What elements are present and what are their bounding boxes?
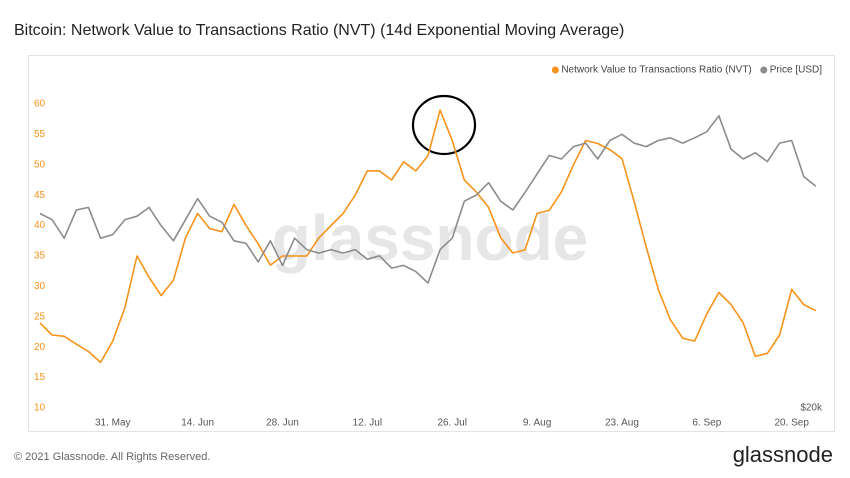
annotation-circle xyxy=(411,94,477,156)
series-line xyxy=(39,115,817,284)
legend: Price [USD] Network Value to Transactions… xyxy=(551,65,822,76)
x-tick-label: 14. Jun xyxy=(181,418,214,429)
y-tick-label: 15 xyxy=(34,372,46,383)
y-tick-label: 25 xyxy=(34,311,46,322)
y-tick-label: 55 xyxy=(34,129,46,140)
y-tick-label: 20 xyxy=(34,342,46,353)
y-tick-label: 10 xyxy=(34,403,46,414)
chart-title: Bitcoin: Network Value to Transactions R… xyxy=(14,22,624,39)
x-tick-label: 9. Aug xyxy=(523,418,551,429)
x-tick-label: 23. Aug xyxy=(605,418,639,429)
footer: © 2021 Glassnode. All Rights Reserved. xyxy=(14,451,210,463)
x-tick-label: 26. Jul xyxy=(437,418,466,429)
legend-swatch xyxy=(551,66,559,74)
x-tick-label: 28. Jun xyxy=(266,418,299,429)
x-tick-label: 12. Jul xyxy=(353,418,382,429)
legend-label: Network Value to Transactions Ratio (NVT… xyxy=(561,65,751,76)
y-tick-label: 45 xyxy=(34,190,46,201)
y-tick-label: 50 xyxy=(34,159,46,170)
plot-frame xyxy=(28,55,835,432)
y-tick-label: 30 xyxy=(34,281,46,292)
y-tick-label: 60 xyxy=(34,99,46,110)
x-tick-label: 6. Sep xyxy=(692,418,721,429)
y-tick-label: 35 xyxy=(34,251,46,262)
x-tick-label: 31. May xyxy=(95,418,131,429)
series-line xyxy=(39,109,817,364)
legend-label: Price [USD] xyxy=(770,65,822,76)
y2-tick-label: $20k xyxy=(800,403,823,414)
y-tick-label: 40 xyxy=(34,220,46,231)
watermark: glassnode xyxy=(272,202,589,274)
brand-logo: glassnode xyxy=(733,442,833,467)
x-tick-label: 20. Sep xyxy=(774,418,809,429)
legend-swatch xyxy=(760,66,768,74)
